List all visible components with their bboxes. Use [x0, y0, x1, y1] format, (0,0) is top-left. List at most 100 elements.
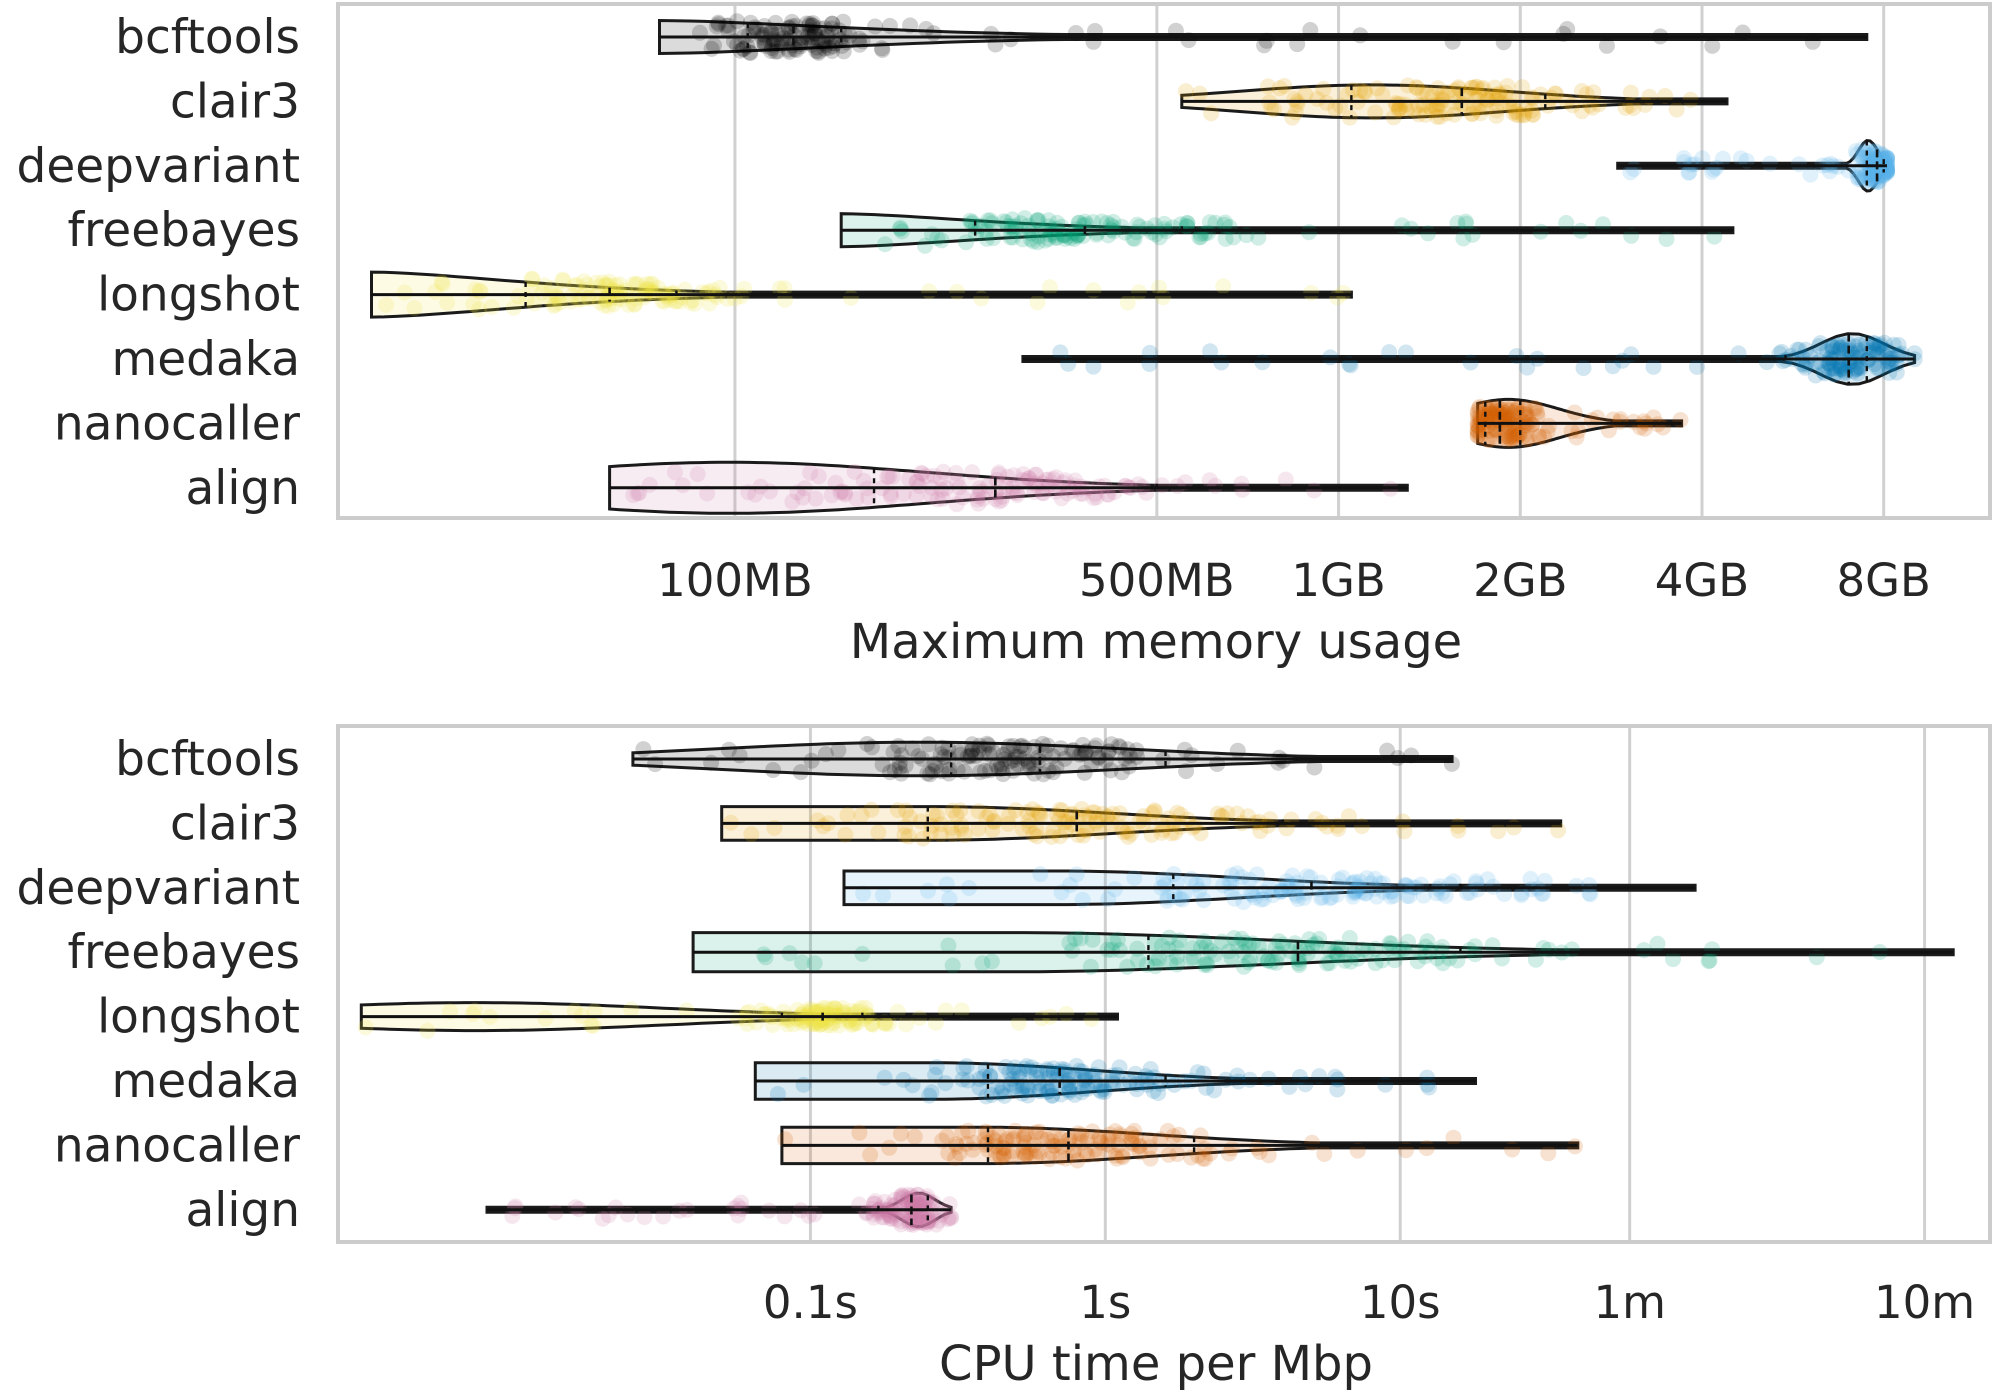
cpu-point-longshot — [790, 1010, 807, 1027]
cpu-point-deepvariant — [1241, 871, 1258, 888]
mem-point-clair3 — [1440, 84, 1457, 101]
cpu-point-nanocaller — [1220, 1145, 1237, 1162]
cpu-point-bcftools — [731, 747, 748, 764]
mem-category-label: clair3 — [170, 74, 300, 129]
mem-point-medaka — [1824, 343, 1841, 359]
mem-point-longshot — [611, 284, 628, 301]
mem-point-bcftools — [706, 37, 722, 54]
mem-point-medaka — [1829, 337, 1846, 354]
mem-point-longshot — [524, 271, 541, 288]
mem-point-nanocaller — [1479, 431, 1496, 448]
cpu-point-bcftools — [936, 748, 953, 765]
mem-point-freebayes — [929, 230, 946, 247]
cpu-point-bcftools — [904, 740, 921, 757]
cpu-point-freebayes — [1417, 938, 1434, 955]
cpu-point-freebayes — [1304, 936, 1321, 953]
mem-point-deepvariant — [1876, 150, 1893, 167]
mem-point-longshot — [439, 294, 456, 311]
cpu-point-clair3 — [1550, 822, 1567, 839]
mem-point-medaka — [1858, 334, 1874, 351]
mem-point-longshot — [555, 272, 572, 289]
cpu-point-deepvariant — [1289, 891, 1306, 908]
cpu-point-longshot — [843, 1016, 860, 1033]
cpu-point-bcftools — [1040, 762, 1057, 779]
mem-point-clair3 — [1637, 96, 1654, 113]
mem-point-bcftools — [824, 15, 841, 32]
mem-point-freebayes — [892, 219, 909, 236]
mem-point-bcftools — [881, 17, 898, 34]
cpu-point-medaka — [1090, 1059, 1107, 1076]
mem-point-clair3 — [1286, 91, 1303, 107]
mem-point-longshot — [1119, 294, 1136, 311]
cpu-point-medaka — [1021, 1062, 1038, 1079]
cpu-point-bcftools — [891, 759, 908, 776]
mem-point-medaka — [1848, 360, 1865, 376]
cpu-point-bcftools — [720, 741, 737, 758]
mem-point-nanocaller — [1469, 424, 1486, 441]
cpu-point-nanocaller — [1100, 1131, 1117, 1148]
cpu-point-clair3 — [1104, 805, 1121, 822]
cpu-point-nanocaller — [1031, 1123, 1048, 1140]
mem-point-medaka — [1689, 358, 1705, 375]
mem-category-label: freebayes — [67, 203, 300, 258]
mem-point-clair3 — [1471, 86, 1487, 103]
mem-point-longshot — [665, 284, 682, 301]
cpu-point-align — [917, 1193, 934, 1210]
cpu-point-nanocaller — [976, 1131, 993, 1148]
mem-point-bcftools — [1302, 22, 1319, 38]
cpu-point-bcftools — [886, 762, 903, 779]
mem-point-medaka — [1085, 358, 1102, 375]
mem-point-medaka — [1825, 366, 1842, 383]
cpu-point-align — [919, 1214, 936, 1231]
cpu-point-clair3 — [914, 830, 931, 847]
mem-point-nanocaller — [1504, 430, 1521, 447]
mem-point-medaka — [1811, 353, 1828, 370]
cpu-point-bcftools — [1065, 742, 1082, 759]
cpu-point-clair3 — [1079, 822, 1095, 839]
cpu-point-medaka — [1086, 1066, 1103, 1083]
mem-point-bcftools — [1087, 23, 1103, 39]
mem-point-clair3 — [1505, 104, 1522, 121]
mem-point-bcftools — [741, 44, 758, 61]
cpu-point-freebayes — [1250, 938, 1267, 955]
cpu-point-nanocaller — [1169, 1146, 1186, 1163]
cpu-point-deepvariant — [1535, 885, 1552, 902]
mem-point-medaka — [1812, 335, 1829, 352]
mem-point-freebayes — [1143, 224, 1160, 241]
mem-point-align — [975, 490, 992, 507]
cpu-point-nanocaller — [1165, 1128, 1182, 1145]
mem-point-freebayes — [1098, 215, 1115, 231]
mem-point-deepvariant — [1625, 161, 1642, 177]
mem-point-align — [895, 485, 912, 502]
mem-point-freebayes — [1075, 228, 1092, 244]
cpu-point-longshot — [857, 999, 874, 1016]
mem-point-medaka — [1865, 342, 1882, 359]
mem-point-align — [964, 464, 981, 481]
cpu-point-align — [892, 1216, 909, 1233]
mem-point-clair3 — [1297, 86, 1314, 103]
mem-point-longshot — [654, 292, 671, 309]
mem-point-clair3 — [1398, 102, 1415, 119]
mem-point-freebayes — [1004, 211, 1021, 228]
cpu-point-align — [865, 1209, 882, 1226]
cpu-point-freebayes — [1150, 950, 1167, 967]
mem-point-clair3 — [1486, 79, 1503, 96]
cpu-point-deepvariant — [1302, 869, 1319, 886]
mem-point-medaka — [1798, 341, 1814, 358]
cpu-point-deepvariant — [855, 885, 872, 902]
mem-point-nanocaller — [1509, 427, 1526, 444]
cpu-point-clair3 — [1209, 805, 1226, 822]
cpu-point-bcftools — [1100, 743, 1117, 760]
mem-points-freebayes — [877, 210, 1723, 254]
mem-point-medaka — [1254, 354, 1271, 371]
mem-point-bcftools — [1256, 37, 1273, 54]
cpu-point-align — [911, 1194, 928, 1211]
cpu-point-deepvariant — [1165, 866, 1182, 882]
cpu-point-bcftools — [1064, 742, 1081, 759]
cpu-point-freebayes — [806, 955, 823, 972]
cpu-point-longshot — [834, 1000, 851, 1017]
mem-point-freebayes — [1025, 233, 1042, 250]
cpu-point-longshot — [953, 1002, 970, 1019]
mem-point-longshot — [625, 276, 642, 293]
cpu-point-freebayes — [1419, 933, 1436, 950]
